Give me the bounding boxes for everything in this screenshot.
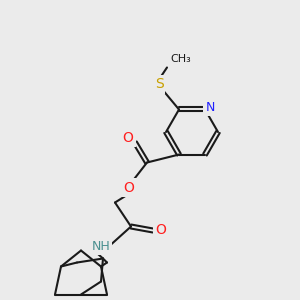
Text: CH₃: CH₃ bbox=[170, 55, 191, 64]
Text: S: S bbox=[154, 77, 164, 92]
Text: O: O bbox=[124, 181, 134, 194]
Text: O: O bbox=[123, 130, 134, 145]
Text: NH: NH bbox=[92, 240, 110, 253]
Text: N: N bbox=[205, 101, 215, 114]
Text: O: O bbox=[156, 223, 167, 236]
